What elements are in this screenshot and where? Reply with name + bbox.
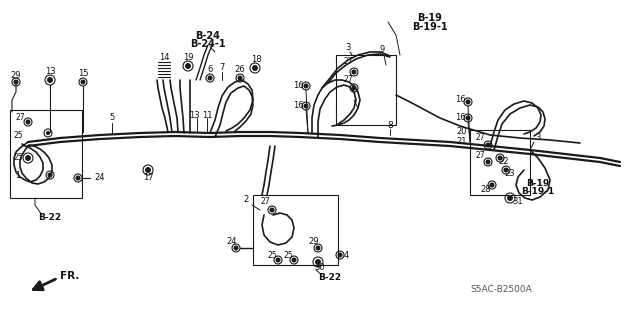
Text: 11: 11: [202, 110, 212, 120]
Circle shape: [276, 258, 280, 262]
Circle shape: [270, 208, 274, 212]
Bar: [336, 55, 396, 125]
Circle shape: [504, 168, 508, 172]
Text: 5: 5: [109, 114, 115, 122]
Text: 25: 25: [13, 130, 23, 139]
Text: 27: 27: [15, 114, 25, 122]
Circle shape: [238, 76, 242, 80]
Circle shape: [304, 84, 308, 88]
Text: 15: 15: [77, 70, 88, 78]
Text: 19: 19: [183, 54, 193, 63]
Text: 23: 23: [505, 169, 515, 179]
Text: 29: 29: [308, 238, 319, 247]
Bar: [10, 110, 82, 198]
Circle shape: [76, 176, 80, 180]
Text: 3: 3: [535, 133, 541, 143]
Circle shape: [81, 80, 85, 84]
Circle shape: [338, 253, 342, 257]
Circle shape: [352, 86, 356, 90]
Bar: [253, 195, 338, 265]
Text: B-22: B-22: [319, 273, 342, 283]
Text: 14: 14: [159, 54, 169, 63]
Text: 16: 16: [292, 101, 303, 110]
Circle shape: [48, 78, 52, 82]
Text: 27: 27: [475, 133, 485, 143]
Text: 3: 3: [346, 43, 351, 53]
Circle shape: [234, 246, 238, 250]
Text: 29: 29: [11, 70, 21, 79]
Text: 27: 27: [260, 197, 270, 206]
Text: 16: 16: [292, 81, 303, 91]
Text: 9: 9: [380, 46, 385, 55]
Text: B-19: B-19: [417, 13, 442, 23]
Circle shape: [47, 132, 49, 134]
Text: 13: 13: [45, 68, 55, 77]
Text: 27: 27: [343, 57, 353, 66]
Text: 21: 21: [457, 137, 467, 146]
Bar: [470, 130, 530, 195]
Text: 25: 25: [267, 250, 277, 259]
Text: 27: 27: [475, 151, 485, 160]
Text: 17: 17: [143, 174, 154, 182]
Text: 27: 27: [343, 76, 353, 85]
Circle shape: [466, 116, 470, 120]
Circle shape: [316, 246, 320, 250]
Circle shape: [48, 173, 52, 177]
Text: 24: 24: [227, 238, 237, 247]
Text: 25: 25: [13, 153, 23, 162]
Text: 30: 30: [315, 263, 325, 272]
Text: 24: 24: [95, 174, 105, 182]
Text: B-24-1: B-24-1: [190, 39, 226, 49]
Text: 8: 8: [387, 121, 393, 130]
Text: 18: 18: [251, 56, 261, 64]
Text: 28: 28: [481, 186, 492, 195]
Circle shape: [26, 156, 30, 160]
Circle shape: [490, 183, 494, 187]
Circle shape: [486, 143, 490, 147]
Circle shape: [14, 80, 18, 84]
Text: 31: 31: [513, 197, 524, 206]
Circle shape: [352, 70, 356, 74]
Text: FR.: FR.: [60, 271, 79, 281]
Circle shape: [146, 168, 150, 172]
Circle shape: [44, 129, 52, 137]
Text: 1: 1: [15, 170, 20, 180]
Text: B-19: B-19: [526, 179, 550, 188]
Circle shape: [186, 64, 190, 68]
Circle shape: [508, 196, 512, 200]
Circle shape: [486, 160, 490, 164]
Text: 13: 13: [189, 110, 199, 120]
Text: B-19-1: B-19-1: [412, 22, 448, 32]
Circle shape: [208, 76, 212, 80]
Text: 22: 22: [499, 158, 509, 167]
Text: B-24: B-24: [196, 31, 220, 41]
Text: 16: 16: [454, 95, 465, 105]
Text: 25: 25: [283, 250, 293, 259]
Text: S5AC-B2500A: S5AC-B2500A: [470, 286, 532, 294]
Text: 20: 20: [457, 128, 467, 137]
Text: 26: 26: [235, 65, 245, 75]
Circle shape: [498, 156, 502, 160]
Text: 4: 4: [344, 250, 349, 259]
Text: B-22: B-22: [38, 213, 61, 222]
Text: B-19-1: B-19-1: [522, 187, 555, 196]
Text: 6: 6: [207, 65, 212, 75]
Text: 16: 16: [454, 114, 465, 122]
Circle shape: [26, 120, 30, 124]
Circle shape: [292, 258, 296, 262]
Circle shape: [253, 66, 257, 70]
Text: 7: 7: [220, 63, 225, 72]
Circle shape: [316, 260, 320, 264]
Circle shape: [304, 104, 308, 108]
Circle shape: [466, 100, 470, 104]
Text: 2: 2: [243, 196, 248, 204]
